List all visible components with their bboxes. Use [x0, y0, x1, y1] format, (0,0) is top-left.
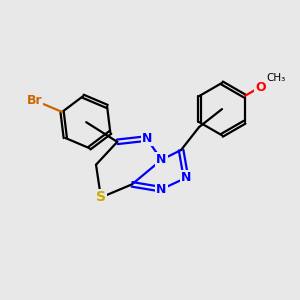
- Text: N: N: [156, 183, 167, 196]
- Text: CH₃: CH₃: [266, 73, 285, 83]
- Text: N: N: [142, 132, 152, 145]
- Text: N: N: [181, 171, 191, 184]
- Text: Br: Br: [27, 94, 42, 107]
- Text: S: S: [96, 190, 106, 204]
- Text: O: O: [255, 80, 266, 94]
- Text: N: N: [156, 153, 167, 166]
